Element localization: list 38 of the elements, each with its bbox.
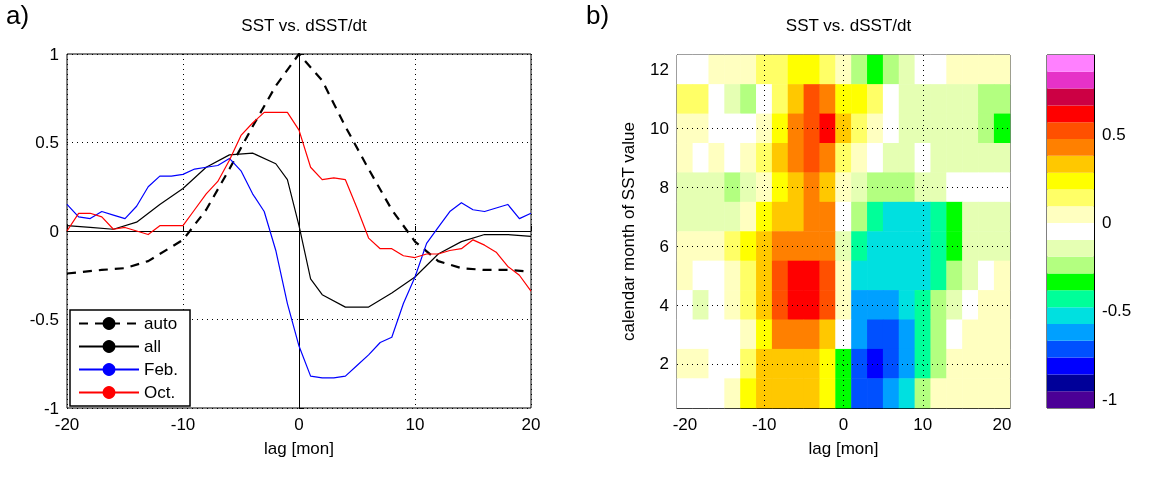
chart-title: SST vs. dSST/dt: [241, 16, 367, 35]
legend-label: Feb.: [144, 360, 179, 379]
x-tick-label: 0: [838, 415, 849, 434]
legend-label: all: [144, 337, 162, 356]
legend-label: auto: [144, 314, 178, 333]
chart-title: SST vs. dSST/dt: [785, 16, 912, 35]
text: a): [6, 0, 30, 30]
x-tick-label: -10: [170, 415, 196, 434]
y-tick-label: 0.5: [35, 133, 59, 152]
color-bar-label: -1: [1102, 389, 1118, 409]
x-tick-label: -20: [54, 415, 80, 434]
x-tick-label: 10: [913, 415, 933, 434]
line-series: [66, 157, 532, 379]
y-tick-label: 8: [659, 177, 669, 197]
y-tick-label: 12: [650, 60, 669, 80]
color-bar-label: -0.5: [1102, 301, 1132, 321]
x-axis-title: lag [mon]: [264, 439, 334, 458]
y-tick-label: -0.5: [29, 310, 59, 329]
x-tick-label: -20: [672, 415, 698, 434]
y-tick-label: 4: [659, 295, 669, 315]
x-tick-label: 0: [294, 415, 304, 434]
x-tick-label: -10: [751, 415, 777, 434]
y-tick-label: 6: [659, 236, 669, 256]
y-tick-label: 1: [49, 44, 59, 64]
y-tick-label: 0: [49, 221, 59, 241]
line-series: [66, 111, 532, 292]
color-bar-label: 0.5: [1102, 124, 1126, 144]
x-tick-label: 20: [992, 415, 1012, 434]
y-tick-label: 2: [659, 354, 669, 374]
x-axis-title: lag [mon]: [808, 439, 879, 458]
x-tick-label: 10: [405, 415, 425, 434]
y-tick-label: 10: [650, 119, 669, 139]
legend-label: Oct.: [144, 383, 176, 402]
color-bar-label: 0: [1102, 213, 1112, 233]
y-axis-title: calendar month of SST value: [619, 122, 638, 341]
x-tick-label: 20: [521, 415, 541, 434]
y-tick-label: -1: [43, 398, 59, 418]
text: b): [586, 0, 610, 30]
